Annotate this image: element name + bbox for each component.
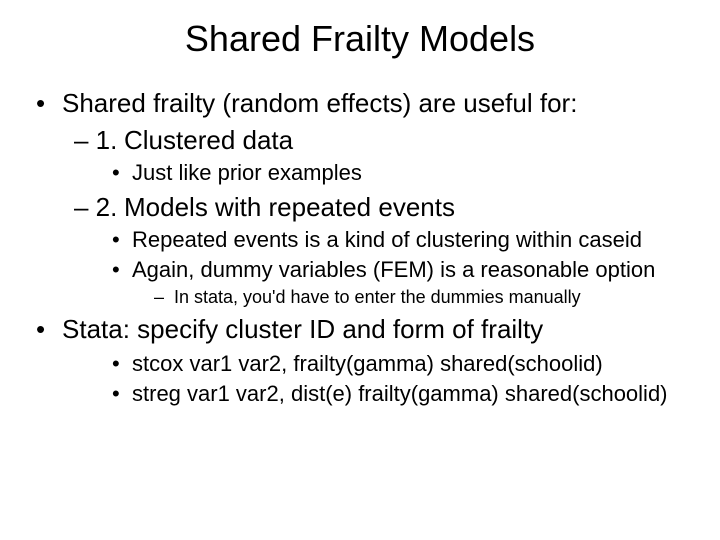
- bullet-marker: •: [36, 88, 62, 119]
- bullet-marker: •: [36, 314, 62, 345]
- bullet-text: Clustered data: [124, 125, 293, 156]
- bullet-level1: • Shared frailty (random effects) are us…: [36, 88, 696, 119]
- bullet-level2: – 1. Clustered data: [74, 125, 696, 156]
- bullet-marker: – 1.: [74, 125, 124, 156]
- bullet-marker: •: [112, 381, 132, 407]
- bullet-text: Just like prior examples: [132, 160, 362, 186]
- bullet-level3: • stcox var1 var2, frailty(gamma) shared…: [112, 351, 696, 377]
- bullet-text: Models with repeated events: [124, 192, 455, 223]
- bullet-marker: •: [112, 351, 132, 377]
- bullet-text: streg var1 var2, dist(e) frailty(gamma) …: [132, 381, 668, 407]
- bullet-level2: – 2. Models with repeated events: [74, 192, 696, 223]
- bullet-text: In stata, you'd have to enter the dummie…: [174, 287, 581, 308]
- bullet-level3: • Just like prior examples: [112, 160, 696, 186]
- bullet-marker: – 2.: [74, 192, 124, 223]
- bullet-text: Stata: specify cluster ID and form of fr…: [62, 314, 543, 345]
- bullet-text: Repeated events is a kind of clustering …: [132, 227, 642, 253]
- bullet-text: stcox var1 var2, frailty(gamma) shared(s…: [132, 351, 603, 377]
- bullet-marker: –: [154, 287, 174, 308]
- bullet-marker: •: [112, 257, 132, 283]
- bullet-text: Shared frailty (random effects) are usef…: [62, 88, 577, 119]
- bullet-level3: • Repeated events is a kind of clusterin…: [112, 227, 696, 253]
- bullet-text: Again, dummy variables (FEM) is a reason…: [132, 257, 655, 283]
- bullet-level3: • Again, dummy variables (FEM) is a reas…: [112, 257, 696, 283]
- bullet-level4: – In stata, you'd have to enter the dumm…: [154, 287, 696, 308]
- slide-title: Shared Frailty Models: [24, 18, 696, 60]
- bullet-marker: •: [112, 160, 132, 186]
- bullet-level1: • Stata: specify cluster ID and form of …: [36, 314, 696, 345]
- bullet-level3: • streg var1 var2, dist(e) frailty(gamma…: [112, 381, 696, 407]
- bullet-marker: •: [112, 227, 132, 253]
